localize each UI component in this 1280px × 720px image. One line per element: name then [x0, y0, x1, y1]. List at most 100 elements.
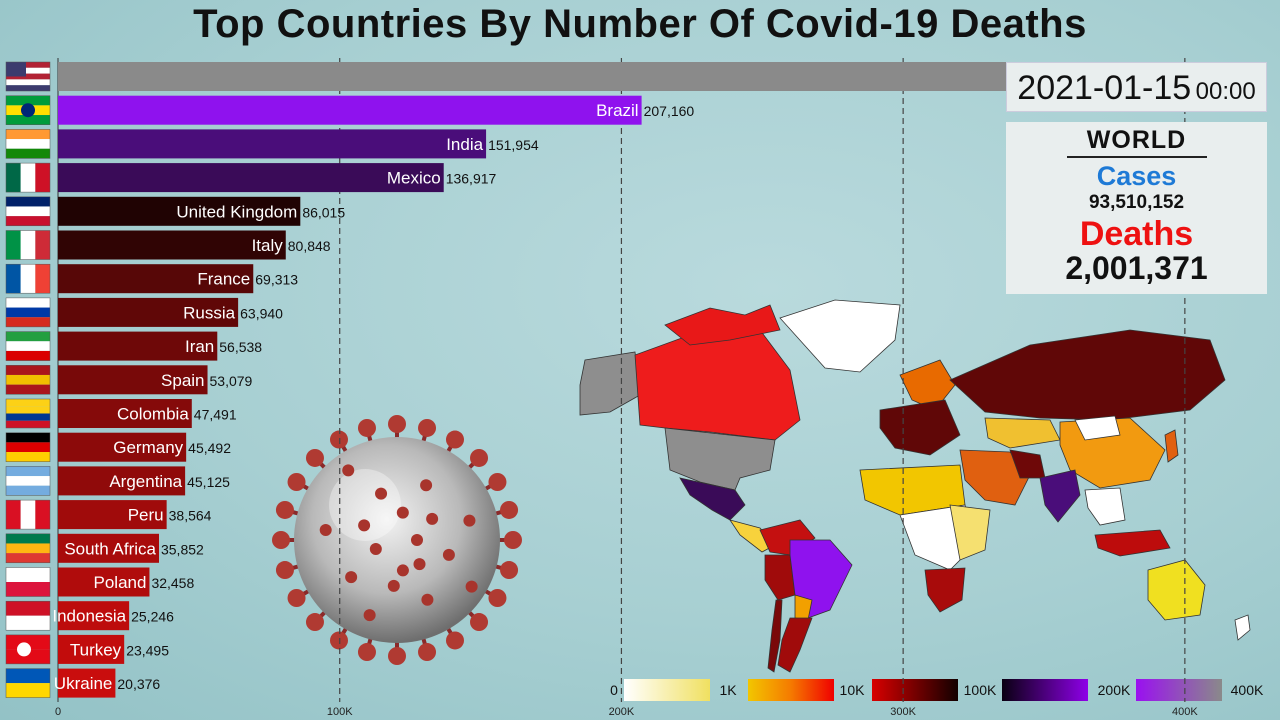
- flag-icon: [5, 365, 51, 395]
- legend-label: 400K: [1231, 682, 1264, 698]
- bar-value-label: 69,313: [255, 272, 298, 288]
- legend-label: 100K: [964, 682, 997, 698]
- flag-icon: [5, 499, 51, 530]
- legend-label: 0: [610, 682, 618, 698]
- bar-category-label: Brazil: [596, 101, 639, 120]
- bar: [58, 668, 116, 698]
- bar: [58, 567, 150, 597]
- map-western-europe: [879, 399, 961, 456]
- bar-value-label: 47,491: [194, 407, 237, 423]
- chart-title: Top Countries By Number Of Covid-19 Deat…: [193, 2, 1087, 46]
- map-australia: [1147, 559, 1206, 621]
- flag-icon: [5, 162, 51, 193]
- bar-value-label: 80,848: [288, 238, 331, 254]
- map-kazakhstan: [984, 417, 1061, 449]
- flag-icon: [5, 196, 51, 227]
- bar-category-label: Germany: [113, 438, 183, 457]
- flag-icon: [5, 297, 51, 328]
- flag-icon: [5, 432, 51, 462]
- bar-category-label: Russia: [183, 303, 236, 322]
- bar-category-label: Ukraine: [54, 674, 113, 693]
- map-canada-islands: [664, 304, 781, 346]
- bar-category-label: Argentina: [109, 472, 182, 491]
- map-middle-east: [959, 449, 1031, 506]
- map-canada: [634, 329, 801, 441]
- map-greenland: [779, 299, 901, 373]
- flag-icon: [5, 95, 51, 125]
- flag-icon: [5, 263, 51, 294]
- world-label: WORLD: [1086, 126, 1187, 154]
- bar-value-label: 32,458: [151, 575, 194, 591]
- flag-icon: [5, 398, 51, 429]
- bar: [58, 95, 642, 125]
- map-usa: [664, 427, 776, 491]
- flag-icon: [5, 668, 51, 698]
- world-cases-label: Cases: [1096, 161, 1177, 191]
- bar: [58, 500, 167, 530]
- map-new-zealand: [1234, 614, 1251, 641]
- bar-category-label: Italy: [252, 236, 284, 255]
- bar-category-label: India: [446, 135, 483, 154]
- bar-value-label: 35,852: [161, 541, 204, 557]
- bar-category-label: Colombia: [117, 405, 189, 424]
- legend-label: 200K: [1098, 682, 1131, 698]
- map-south-africa: [924, 567, 966, 613]
- bar-category-label: Iran: [185, 337, 214, 356]
- bar-value-label: 20,376: [117, 676, 160, 692]
- bar-value-label: 151,954: [488, 137, 539, 153]
- bar-category-label: Mexico: [387, 169, 441, 188]
- date-display: 2021-01-15 00:00: [1006, 62, 1267, 112]
- bar: [58, 466, 186, 496]
- bar-value-label: 207,160: [644, 103, 695, 119]
- map-argentina: [777, 617, 813, 673]
- bar-category-label: Indonesia: [52, 607, 126, 626]
- legend-label: 1K: [719, 682, 737, 698]
- bar-category-label: France: [197, 270, 250, 289]
- bar-category-label: Peru: [128, 506, 164, 525]
- x-tick-label: 0: [55, 706, 61, 718]
- bar: [58, 432, 187, 462]
- flag-icon: [5, 61, 51, 92]
- map-alaska: [579, 351, 641, 416]
- virus-illustration: [272, 415, 522, 665]
- bar: [58, 634, 125, 664]
- flag-icon: [5, 600, 51, 631]
- flag-icon: [5, 466, 51, 496]
- x-tick-label: 100K: [327, 706, 353, 718]
- bar: [58, 331, 218, 361]
- flag-icon: [5, 129, 51, 159]
- flag-icon: [5, 567, 51, 597]
- bar-category-label: Spain: [161, 371, 204, 390]
- bar: [58, 230, 286, 260]
- bar-category-label: South Africa: [64, 539, 156, 558]
- map-peru: [764, 554, 796, 601]
- x-tick-label: 200K: [609, 706, 635, 718]
- bar-value-label: 63,940: [240, 305, 283, 321]
- flag-icon: [5, 331, 51, 361]
- bar-value-label: 53,079: [210, 373, 253, 389]
- bar-value-label: 86,015: [302, 204, 345, 220]
- flag-icon: [5, 634, 51, 665]
- world-summary: WORLD Cases 93,510,152 Deaths 2,001,371: [1006, 122, 1267, 294]
- world-map: [579, 299, 1251, 673]
- bar-value-label: 25,246: [131, 609, 174, 625]
- bar-value-label: 45,492: [188, 440, 231, 456]
- bar: [58, 62, 1180, 91]
- bar: [58, 601, 130, 631]
- bar: [58, 196, 301, 226]
- bar-value-label: 38,564: [169, 508, 212, 524]
- x-tick-label: 400K: [1172, 706, 1198, 718]
- bar: [58, 297, 239, 327]
- bar: [58, 399, 192, 428]
- map-scandinavia: [899, 359, 956, 411]
- x-tick-label: 300K: [890, 706, 916, 718]
- bar-value-label: 56,538: [219, 339, 262, 355]
- bar-category-label: Poland: [94, 573, 147, 592]
- bar: [58, 264, 254, 294]
- map-east-africa: [949, 504, 991, 561]
- world-deaths-value: 2,001,371: [1065, 250, 1208, 286]
- map-indonesia: [1094, 529, 1171, 557]
- time-value: 00:00: [1195, 78, 1256, 105]
- bar: [58, 129, 487, 159]
